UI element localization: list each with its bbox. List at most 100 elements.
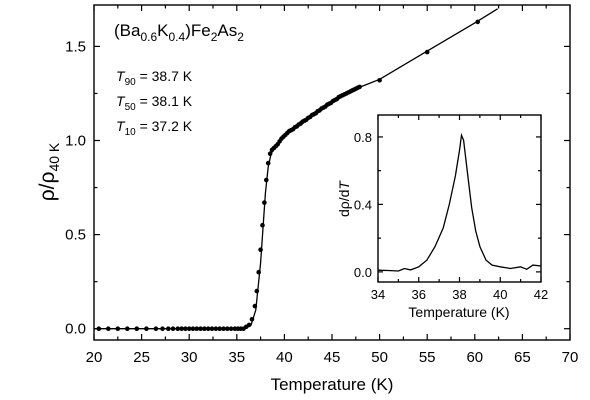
y-tick-label: 0.0 [65, 321, 86, 338]
annotation-t50: T50 = 38.1 K [116, 93, 193, 113]
inset-x-tick-label: 38 [452, 287, 466, 302]
formula-sub-2: 0.4 [169, 30, 186, 44]
data-point [153, 326, 159, 332]
data-point [217, 326, 222, 332]
y-axis-title-main: ρ/ρ [36, 171, 59, 201]
annotation-t50-symbol: T [116, 93, 126, 109]
data-point [252, 303, 258, 309]
data-point [166, 326, 171, 332]
y-tick-label: 1.5 [65, 38, 86, 55]
inset-y-axis-title-main: dρ/d [336, 190, 352, 217]
annotation-t10: T10 = 37.2 K [116, 118, 193, 138]
x-tick-label: 65 [514, 349, 531, 366]
annotation-t90-sub: 90 [125, 77, 137, 88]
inset-y-axis-title-symbol: T [336, 180, 352, 190]
formula-sub-1: 0.6 [140, 30, 157, 44]
data-point [106, 326, 111, 332]
annotation-t90-value: = 38.7 K [136, 68, 193, 84]
inset-ticks [377, 115, 542, 282]
data-point [246, 322, 252, 328]
x-tick-label: 60 [466, 349, 483, 366]
data-point [194, 326, 200, 332]
data-point [134, 326, 140, 332]
data-point [190, 326, 196, 332]
data-point [357, 84, 362, 90]
data-point [160, 326, 165, 332]
main-tick-labels: 20 25 30 35 40 45 50 55 60 65 70 0.0 0.5 1.0 1.5 [65, 38, 578, 366]
inset-plot-frame [377, 114, 542, 283]
data-point [96, 326, 102, 332]
data-point [115, 326, 121, 332]
y-axis-title: ρ/ρ40 K [36, 142, 62, 201]
x-tick-label: 20 [86, 349, 103, 366]
data-point [260, 222, 265, 228]
y-tick-label: 0.5 [65, 227, 86, 244]
main-ticks [93, 5, 571, 340]
inset-tick-labels: 34 36 38 40 42 0.0 0.4 0.8 [354, 130, 548, 302]
y-axis-title-sub: 40 K [46, 142, 62, 171]
formula-sub-4: 2 [237, 30, 244, 44]
data-point [249, 317, 255, 322]
x-tick-label: 45 [324, 349, 341, 366]
inset-y-axis-title: dρ/dT [336, 180, 352, 217]
data-point [202, 326, 207, 332]
formula-sub-3: 2 [211, 30, 218, 44]
data-point [228, 326, 234, 332]
data-point [213, 326, 219, 332]
inset-y-tick-label: 0.0 [354, 265, 372, 280]
data-point [125, 326, 130, 332]
data-point [183, 326, 188, 332]
data-point [258, 247, 263, 252]
data-point [209, 326, 215, 332]
compound-formula: (Ba0.6K0.4)Fe2As2 [114, 21, 244, 44]
annotation-t50-value: = 38.1 K [136, 93, 193, 109]
x-tick-label: 30 [181, 349, 198, 366]
data-point [221, 326, 226, 332]
data-point [424, 49, 430, 55]
x-axis-title: Temperature (K) [271, 375, 394, 394]
annotation-t90-symbol: T [116, 68, 126, 84]
data-point [265, 160, 271, 166]
annotation-t90: T90 = 38.7 K [116, 68, 193, 88]
annotation-t10-sub: 10 [125, 127, 137, 138]
formula-mid: )Fe [185, 21, 211, 40]
inset-x-tick-label: 36 [412, 287, 426, 302]
data-point [377, 78, 382, 83]
x-tick-label: 25 [133, 349, 150, 366]
derivative-curve [377, 132, 542, 272]
data-point [267, 151, 273, 156]
x-tick-label: 50 [371, 349, 388, 366]
data-point [225, 326, 230, 332]
y-tick-label: 1.0 [65, 133, 86, 150]
inset-y-tick-label: 0.4 [354, 197, 372, 212]
x-tick-label: 55 [419, 349, 436, 366]
formula-as: As [217, 21, 237, 40]
inset-y-tick-label: 0.8 [354, 130, 372, 145]
data-point [264, 177, 269, 183]
data-point [475, 19, 481, 25]
data-point [144, 326, 149, 332]
data-point [175, 326, 181, 332]
inset-x-tick-label: 42 [534, 287, 548, 302]
resistivity-points [96, 19, 481, 332]
data-point [170, 326, 176, 332]
data-point [186, 326, 192, 332]
data-point [205, 326, 211, 332]
x-tick-label: 40 [276, 349, 293, 366]
data-point [256, 269, 262, 275]
x-tick-label: 35 [228, 349, 245, 366]
formula-k: K [157, 21, 169, 40]
data-point [254, 288, 260, 294]
inset-x-tick-label: 34 [371, 287, 385, 302]
annotation-t10-value: = 37.2 K [136, 118, 193, 134]
annotation-t50-sub: 50 [125, 102, 137, 113]
annotation-t10-symbol: T [116, 118, 126, 134]
x-tick-label: 70 [562, 349, 579, 366]
inset-x-tick-label: 40 [493, 287, 507, 302]
data-point [179, 326, 184, 332]
data-point [198, 326, 203, 332]
formula-open: (Ba [114, 21, 141, 40]
data-point [262, 200, 267, 205]
inset-x-axis-title: Temperature (K) [408, 304, 509, 320]
